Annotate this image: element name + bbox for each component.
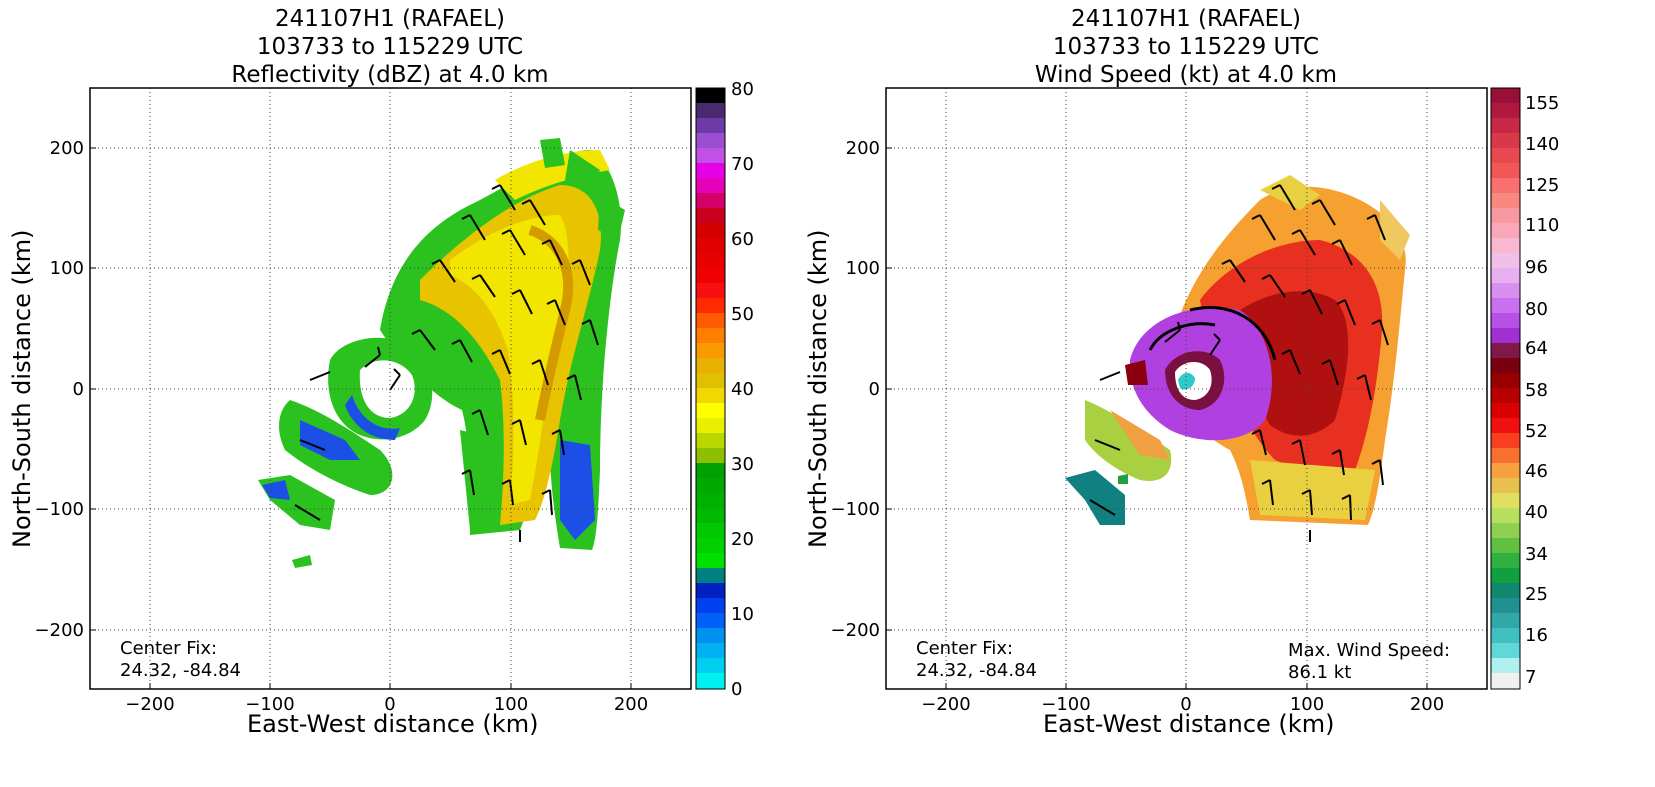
colorbar-tick-label: 20 (731, 529, 754, 550)
colorbar-tick-label: 80 (1525, 299, 1548, 320)
right-center-fix-annotation: Center Fix: 24.32, -84.84 (916, 638, 1037, 682)
center-fix-label: Center Fix: (120, 638, 218, 659)
colorbar-tick-label: 140 (1525, 134, 1559, 155)
wind-speed-colorbar (1490, 87, 1521, 690)
right-title-line-2: 103733 to 115229 UTC (1052, 34, 1320, 60)
left-center-fix-annotation: Center Fix: 24.32, -84.84 (120, 638, 241, 682)
y-tick-label: 0 (73, 379, 84, 400)
reflectivity-plot-area: −200 −100 0 100 200 200 100 0 −100 −200 (35, 79, 754, 715)
x-tick-label: 0 (1180, 694, 1191, 715)
y-tick-label: 100 (846, 258, 880, 279)
x-tick-label: 100 (494, 694, 528, 715)
center-fix-value: 24.32, -84.84 (120, 660, 241, 681)
colorbar-tick-label: 50 (731, 304, 754, 325)
reflectivity-x-tick-labels: −200 −100 0 100 200 (125, 694, 648, 715)
colorbar-tick-label: 0 (731, 679, 742, 700)
left-y-axis-label: North-South distance (km) (8, 229, 36, 549)
x-tick-label: −200 (125, 694, 174, 715)
right-x-axis-label: East-West distance (km) (1043, 710, 1335, 738)
x-tick-label: 100 (1290, 694, 1324, 715)
x-tick-label: 200 (1410, 694, 1444, 715)
colorbar-tick-label: 52 (1525, 421, 1548, 442)
wind-barbs-left (294, 184, 599, 542)
y-tick-label: −200 (831, 620, 880, 641)
y-tick-label: 100 (50, 258, 84, 279)
colorbar-tick-label: 110 (1525, 215, 1559, 236)
colorbar-tick-label: 96 (1525, 257, 1548, 278)
reflectivity-colorbar-labels: 80 70 60 50 40 30 20 10 0 (731, 79, 754, 700)
colorbar-tick-label: 80 (731, 79, 754, 100)
right-y-axis-label: North-South distance (km) (804, 229, 832, 549)
left-x-axis-label: East-West distance (km) (247, 710, 539, 738)
colorbar-tick-label: 34 (1525, 544, 1548, 565)
reflectivity-grid (90, 88, 691, 689)
left-title-line-2: 103733 to 115229 UTC (256, 34, 524, 60)
left-panel-title: 241107H1 (RAFAEL) 103733 to 115229 UTC R… (40, 5, 740, 89)
wind-speed-x-tick-labels: −200 −100 0 100 200 (921, 694, 1444, 715)
y-tick-label: 200 (846, 138, 880, 159)
colorbar-tick-label: 125 (1525, 175, 1559, 196)
x-tick-label: −100 (1041, 694, 1090, 715)
reflectivity-colorbar (695, 87, 726, 690)
wind-speed-colorbar-labels: 155 140 125 110 96 80 64 58 52 46 40 34 … (1525, 93, 1559, 688)
center-fix-label: Center Fix: (916, 638, 1014, 659)
colorbar-tick-label: 30 (731, 454, 754, 475)
colorbar-tick-label: 40 (1525, 502, 1548, 523)
y-tick-label: −100 (35, 499, 84, 520)
y-tick-label: −200 (35, 620, 84, 641)
colorbar-tick-label: 58 (1525, 380, 1548, 401)
colorbar-tick-label: 7 (1525, 667, 1536, 688)
max-wind-value: 86.1 kt (1288, 662, 1352, 683)
center-fix-value: 24.32, -84.84 (916, 660, 1037, 681)
left-title-line-1: 241107H1 (RAFAEL) (275, 6, 505, 32)
colorbar-tick-label: 46 (1525, 461, 1548, 482)
colorbar-tick-label: 40 (731, 379, 754, 400)
y-tick-label: 200 (50, 138, 84, 159)
wind-speed-field (1065, 175, 1410, 542)
left-title-line-3: Reflectivity (dBZ) at 4.0 km (231, 62, 549, 88)
reflectivity-y-tick-labels: 200 100 0 −100 −200 (35, 138, 84, 641)
x-tick-label: −100 (245, 694, 294, 715)
colorbar-tick-label: 10 (731, 604, 754, 625)
colorbar-tick-label: 70 (731, 154, 754, 175)
right-title-line-3: Wind Speed (kt) at 4.0 km (1034, 62, 1338, 88)
wind-barbs-right (1089, 184, 1389, 542)
x-tick-label: 200 (614, 694, 648, 715)
max-wind-speed-annotation: Max. Wind Speed: 86.1 kt (1288, 640, 1450, 684)
right-panel-title: 241107H1 (RAFAEL) 103733 to 115229 UTC W… (836, 5, 1536, 89)
wind-speed-y-tick-labels: 200 100 0 −100 −200 (831, 138, 880, 641)
colorbar-tick-label: 155 (1525, 93, 1559, 114)
colorbar-tick-label: 16 (1525, 625, 1548, 646)
reflectivity-ticks (90, 147, 632, 689)
colorbar-tick-label: 64 (1525, 338, 1548, 359)
x-tick-label: −200 (921, 694, 970, 715)
y-tick-label: 0 (869, 379, 880, 400)
wind-speed-ticks (886, 147, 1428, 689)
max-wind-label: Max. Wind Speed: (1288, 640, 1451, 661)
colorbar-tick-label: 25 (1525, 584, 1548, 605)
reflectivity-field (258, 138, 625, 568)
wind-speed-grid (886, 88, 1487, 689)
right-title-line-1: 241107H1 (RAFAEL) (1071, 6, 1301, 32)
y-tick-label: −100 (831, 499, 880, 520)
colorbar-tick-label: 60 (731, 229, 754, 250)
x-tick-label: 0 (384, 694, 395, 715)
wind-speed-plot-area: −200 −100 0 100 200 200 100 0 −100 −200 (831, 87, 1559, 715)
